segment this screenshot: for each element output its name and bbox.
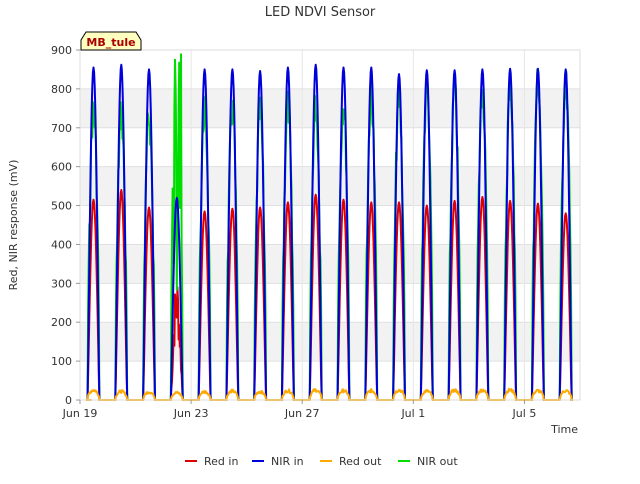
y-tick-label: 600 (51, 161, 72, 174)
series-line-red-out (85, 387, 574, 401)
y-tick-label: 700 (51, 122, 72, 135)
legend-label: Red in (204, 455, 238, 468)
x-tick-label: Jun 27 (284, 407, 320, 420)
x-tick-label: Jun 19 (62, 407, 98, 420)
chart-title: LED NDVI Sensor (265, 5, 376, 20)
x-tick-label: Jul 5 (512, 407, 537, 420)
x-axis-label: Time (550, 423, 578, 436)
y-tick-label: 300 (51, 277, 72, 290)
y-axis-label: Red, NIR response (mV) (7, 160, 20, 291)
y-tick-label: 900 (51, 44, 72, 57)
legend-label: Red out (339, 455, 382, 468)
grid-band (80, 322, 580, 362)
x-axis-ticks: Jun 19 Jun 23 Jun 27 Jul 1 Jul 5 (62, 400, 537, 420)
badge-label: MB_tule (86, 36, 135, 49)
plot-frame (79, 49, 581, 401)
grid-band (80, 88, 580, 128)
grid-band (80, 166, 580, 206)
y-tick-label: 200 (51, 316, 72, 329)
y-tick-label: 500 (51, 200, 72, 213)
legend: Red in NIR in Red out NIR out (185, 455, 458, 468)
background-bands (80, 88, 580, 362)
grid-band (80, 244, 580, 284)
y-axis-ticks: 0 100 200 300 400 500 600 700 800 900 (51, 44, 80, 407)
series-line-red-in (85, 189, 574, 401)
x-tick-label: Jun 23 (173, 407, 209, 420)
x-tick-label: Jul 1 (400, 407, 425, 420)
legend-label: NIR out (417, 455, 458, 468)
badge-box (80, 31, 142, 51)
site-badge: MB_tule (80, 31, 142, 51)
legend-label: NIR in (271, 455, 304, 468)
y-tick-label: 400 (51, 238, 72, 251)
y-tick-label: 0 (65, 394, 72, 407)
y-tick-label: 100 (51, 355, 72, 368)
y-tick-label: 800 (51, 83, 72, 96)
